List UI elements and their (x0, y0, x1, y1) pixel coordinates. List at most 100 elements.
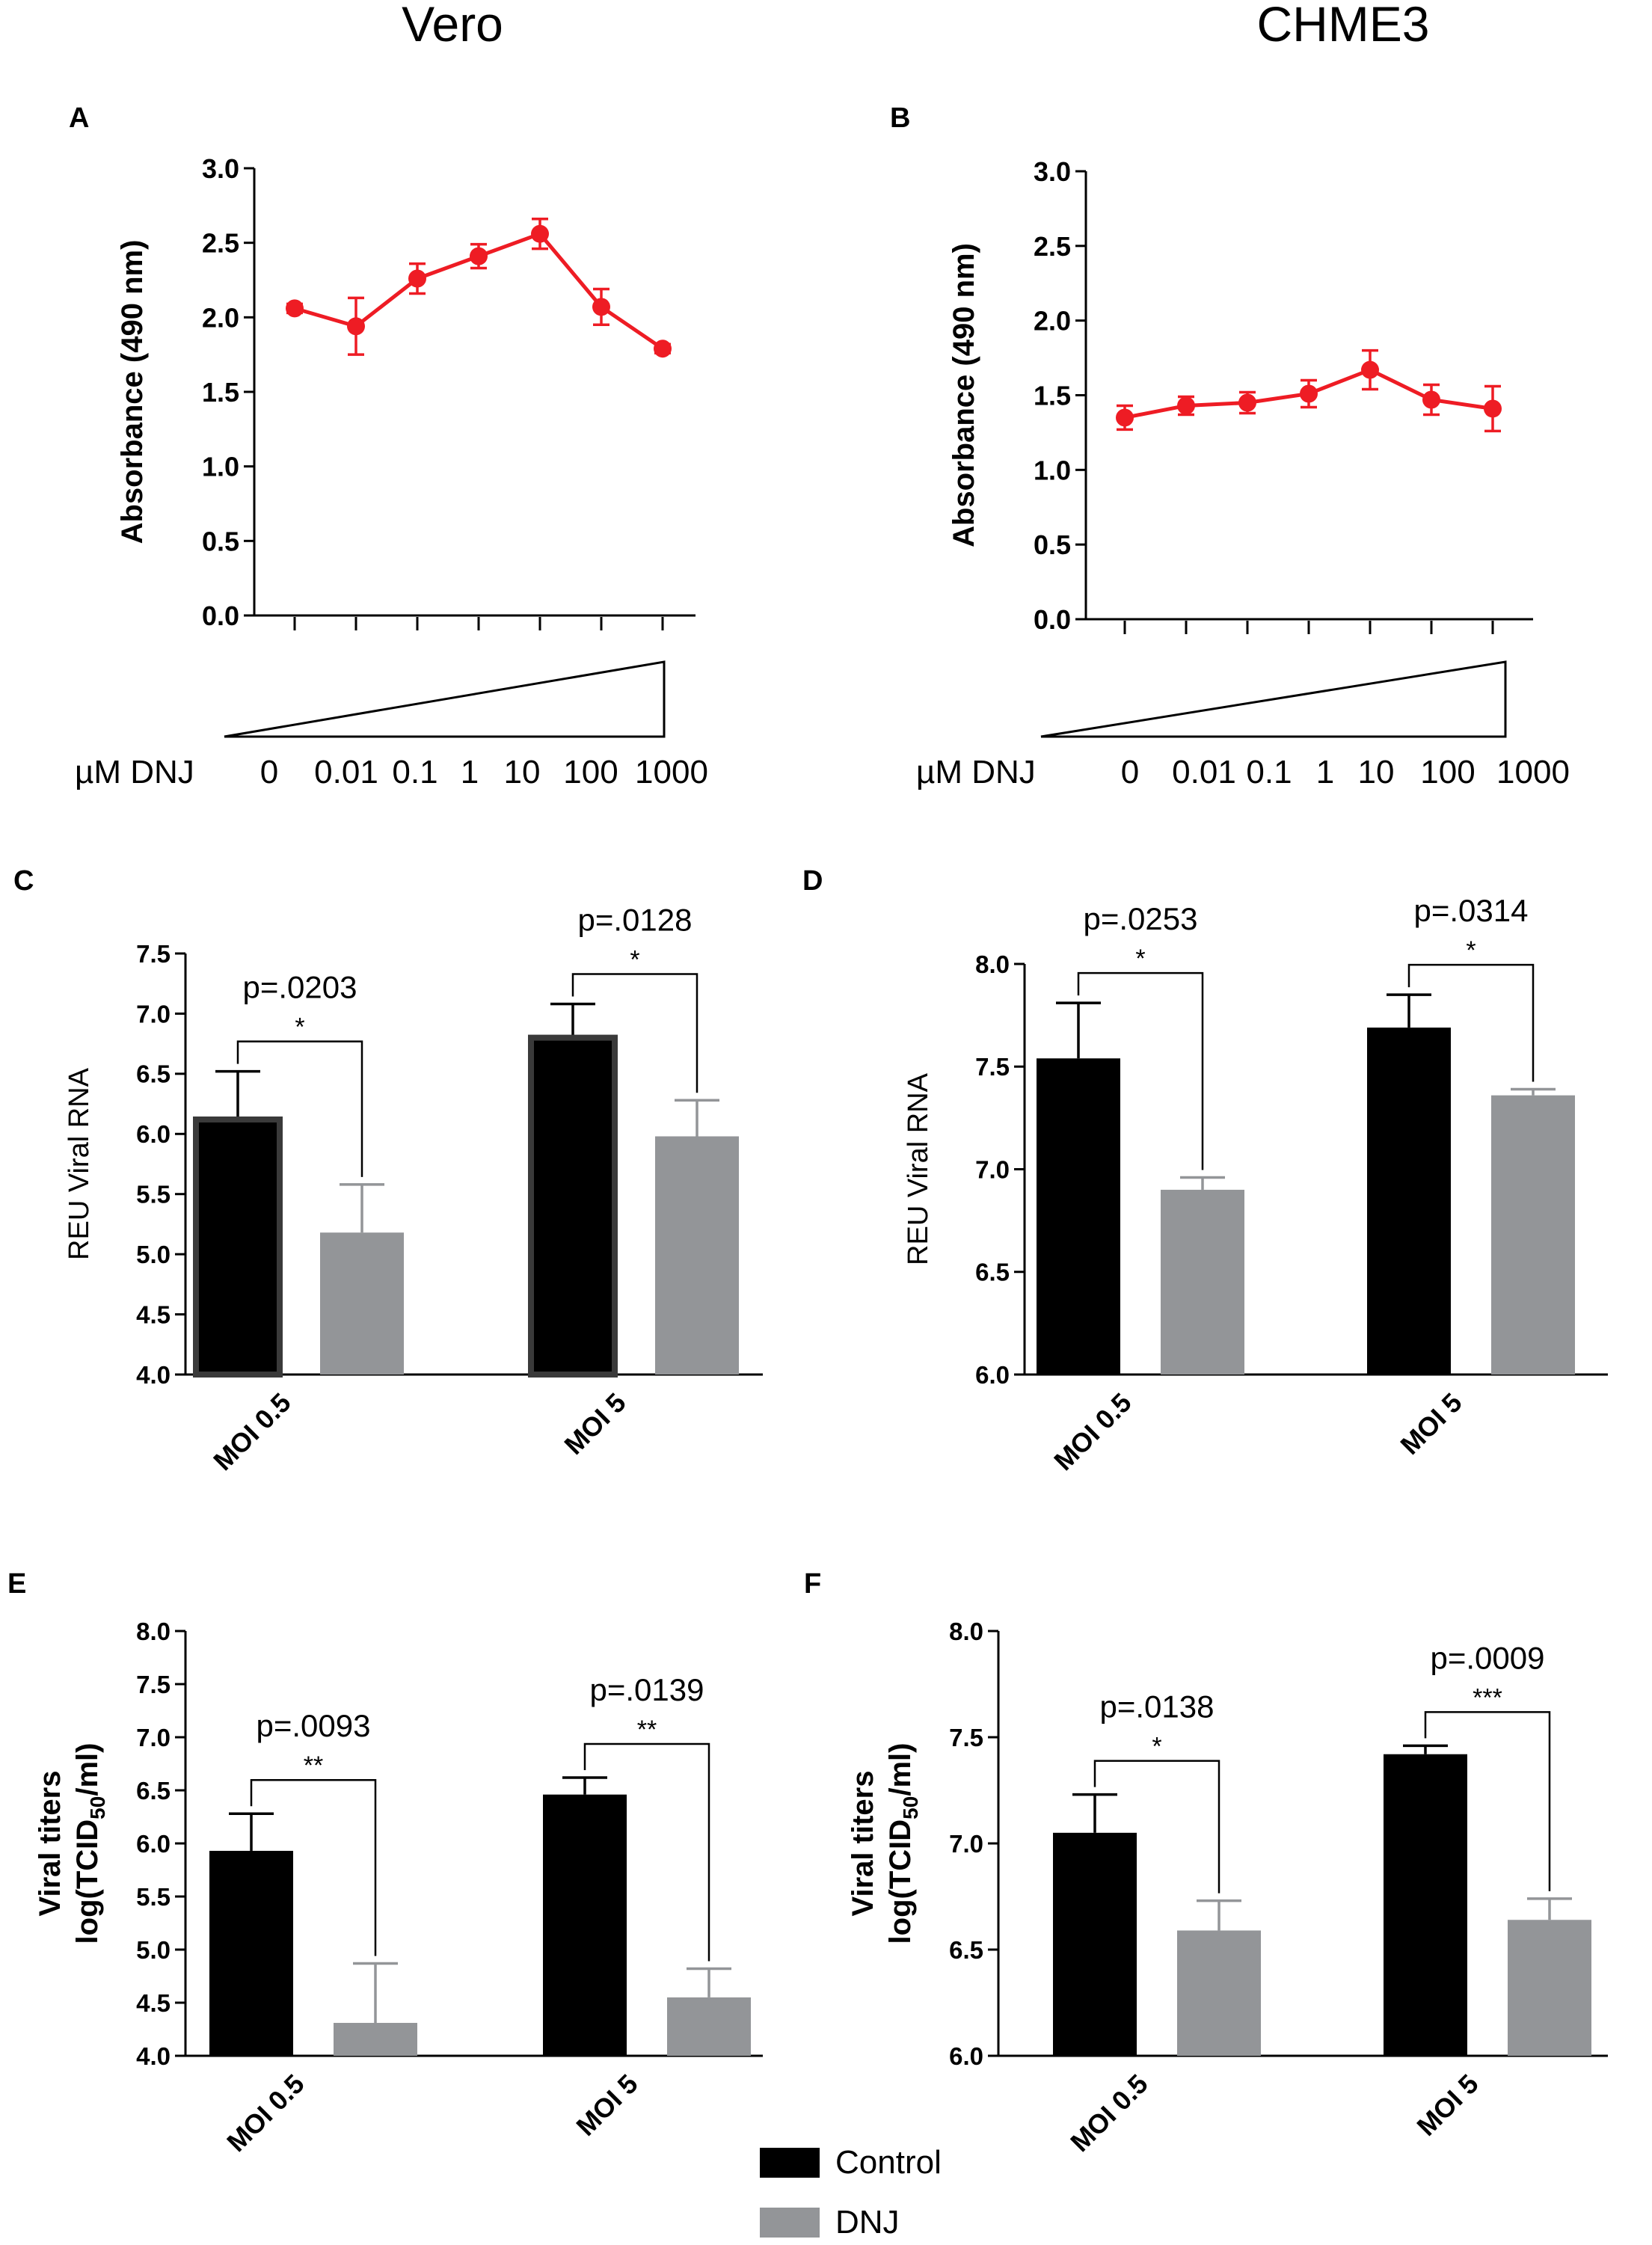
y-axis-label-line2: log(TCID50/ml) (71, 1743, 109, 1944)
y-tick-label: 1.0 (1034, 455, 1071, 485)
p-value-label: p=.0093 (257, 1708, 371, 1743)
y-tick-label: 6.0 (136, 1830, 171, 1858)
bar-dnj (1161, 1189, 1244, 1375)
significance-stars: ** (304, 1751, 323, 1780)
y-axis-label: REU Viral RNA (903, 1072, 934, 1265)
x-axis-label: µM DNJ (75, 754, 194, 790)
data-point (1300, 384, 1318, 403)
y-tick-label: 0.0 (202, 601, 239, 631)
significance-stars: * (1135, 945, 1145, 973)
y-tick-label: 0.0 (1034, 604, 1071, 635)
bar-control (543, 1794, 627, 2056)
bar-dnj (320, 1232, 404, 1375)
y-tick-label: 1.0 (202, 452, 239, 482)
x-tick-label: 1000 (635, 754, 708, 790)
significance-bracket (1424, 1711, 1551, 1891)
x-tick-label: 0.1 (1246, 754, 1292, 790)
significance-stars: * (1466, 936, 1476, 965)
y-tick-label: 5.5 (136, 1883, 171, 1911)
y-tick-label: 7.0 (136, 1000, 171, 1028)
panel-b-chart: 0.0 0.5 1.0 1.5 2.0 2.5 3.0 Absorbance (490 nm)… (916, 156, 1570, 790)
significance-bracket (583, 1742, 710, 1962)
bar-control (528, 1034, 618, 1378)
significance-bracket (1077, 971, 1204, 1170)
bar-control (1037, 1058, 1120, 1375)
y-tick-label: 0.5 (202, 526, 239, 556)
panel-letter-e: E (7, 1568, 26, 1600)
significance-bracket (1407, 963, 1535, 1082)
column-title-chme3: CHME3 (1256, 0, 1429, 52)
y-axis-label-line1: Viral titers (847, 1771, 879, 1917)
y-tick-label: 4.0 (136, 1361, 171, 1389)
concentration-wedge (224, 660, 666, 738)
y-tick-label: 4.0 (136, 2042, 171, 2070)
significance-stars: ** (637, 1716, 657, 1744)
y-tick-label: 5.0 (136, 1936, 171, 1964)
p-value-label: p=.0203 (243, 970, 357, 1005)
bar-control (193, 1116, 283, 1378)
panel-letter-a: A (69, 102, 89, 134)
significance-bracket (236, 1040, 363, 1177)
y-tick-label: 7.0 (949, 1830, 983, 1858)
y-tick-label: 5.5 (136, 1181, 171, 1209)
data-point (286, 299, 304, 318)
bar-control (1053, 1832, 1137, 2056)
legend-label-dnj: DNJ (835, 2204, 900, 2241)
y-axis-label-line1: Viral titers (34, 1771, 67, 1917)
y-tick-label: 7.5 (136, 1671, 171, 1698)
legend-swatch-control (760, 2148, 820, 2178)
panel-a-chart: 0.0 0.5 1.0 1.5 2.0 2.5 3.0 Absorbance (490 nm)… (75, 153, 708, 790)
y-tick-label: 6.5 (136, 1777, 171, 1805)
significance-stars: * (1152, 1733, 1161, 1761)
y-tick-label: 6.0 (975, 1361, 1010, 1389)
data-point (347, 317, 365, 336)
y-tick-label: 2.5 (202, 228, 239, 259)
y-tick-label: 4.5 (136, 1989, 171, 2017)
y-tick-label: 3.0 (1034, 156, 1071, 187)
x-axis-label: µM DNJ (916, 754, 1036, 790)
x-tick-label: 10 (504, 754, 541, 790)
data-point (1422, 390, 1440, 409)
legend-swatch-dnj (760, 2208, 820, 2238)
y-tick-label: 7.0 (975, 1155, 1010, 1183)
bar-dnj (1177, 1930, 1261, 2056)
data-point (1177, 396, 1195, 415)
data-point (654, 340, 672, 358)
panel-letter-b: B (890, 102, 910, 134)
y-tick-label: 4.5 (136, 1300, 171, 1328)
y-tick-label: 8.0 (136, 1618, 171, 1645)
bar-dnj (334, 2022, 417, 2056)
bar-dnj (1491, 1095, 1575, 1375)
y-tick-label: 1.5 (1034, 380, 1071, 411)
concentration-wedge (1040, 660, 1507, 738)
y-tick-label: 3.0 (202, 153, 239, 184)
p-value-label: p=.0314 (1414, 893, 1529, 928)
x-tick-label: 0.01 (1172, 754, 1236, 790)
x-tick-label: 0.1 (392, 754, 437, 790)
bar-dnj (655, 1136, 739, 1375)
y-tick-label: 7.5 (136, 940, 171, 968)
x-tick-label: 0 (1121, 754, 1139, 790)
significance-bracket (571, 973, 698, 1093)
data-point (1238, 393, 1256, 412)
y-tick-label: 6.5 (949, 1936, 983, 1964)
panel-letter-f: F (804, 1568, 821, 1600)
y-tick-label: 6.5 (136, 1060, 171, 1088)
x-tick-label: 1000 (1496, 754, 1570, 790)
legend-label-control: Control (835, 2144, 942, 2181)
y-tick-label: 2.0 (202, 302, 239, 333)
p-value-label: p=.0128 (578, 903, 693, 938)
p-value-label: p=.0009 (1431, 1640, 1545, 1675)
p-value-label: p=.0138 (1100, 1689, 1215, 1725)
significance-bracket (250, 1778, 377, 1956)
y-tick-label: 2.5 (1034, 231, 1071, 262)
significance-stars: * (295, 1013, 304, 1042)
y-tick-label: 0.5 (1034, 529, 1071, 560)
data-point (470, 247, 488, 265)
bar-control (209, 1850, 293, 2056)
y-tick-label: 1.5 (202, 377, 239, 408)
significance-stars: *** (1473, 1683, 1502, 1712)
y-tick-label: 8.0 (975, 950, 1010, 978)
